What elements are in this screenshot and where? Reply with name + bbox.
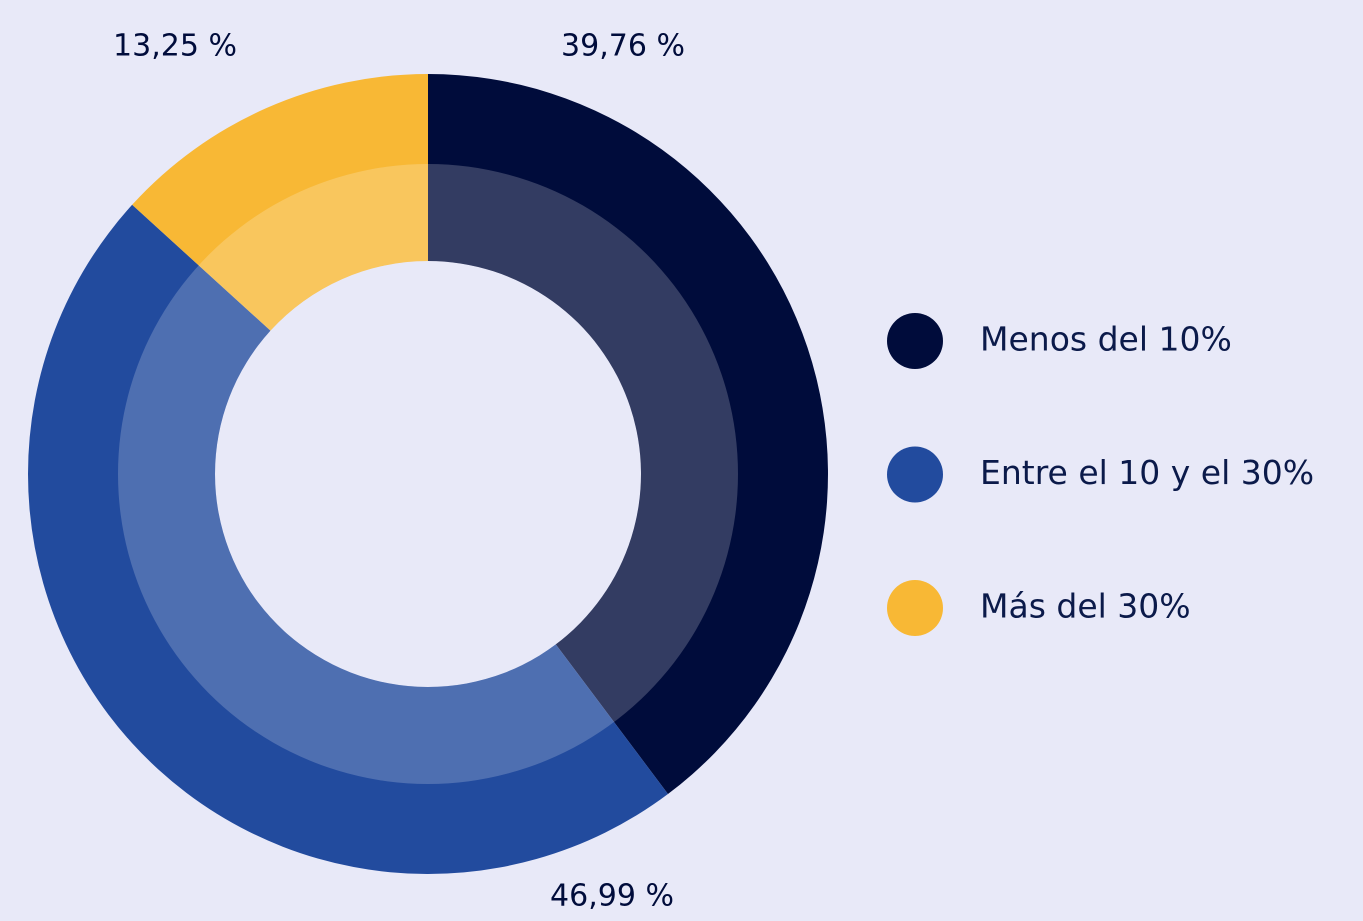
- value-label: 13,25 %: [113, 29, 237, 64]
- legend-label: Entre el 10 y el 30%: [980, 453, 1314, 492]
- donut-segment: [132, 74, 428, 331]
- legend-label: Menos del 10%: [980, 320, 1232, 359]
- legend-swatch: [887, 580, 943, 636]
- legend-swatch: [887, 446, 943, 503]
- donut-segment: [428, 74, 828, 795]
- legend-swatch: [887, 313, 943, 369]
- value-label: 46,99 %: [550, 879, 674, 914]
- value-label: 39,76 %: [561, 29, 685, 64]
- inner-ring-shade: [117, 164, 738, 784]
- donut-segment: [28, 204, 668, 874]
- legend-label: Más del 30%: [980, 587, 1191, 626]
